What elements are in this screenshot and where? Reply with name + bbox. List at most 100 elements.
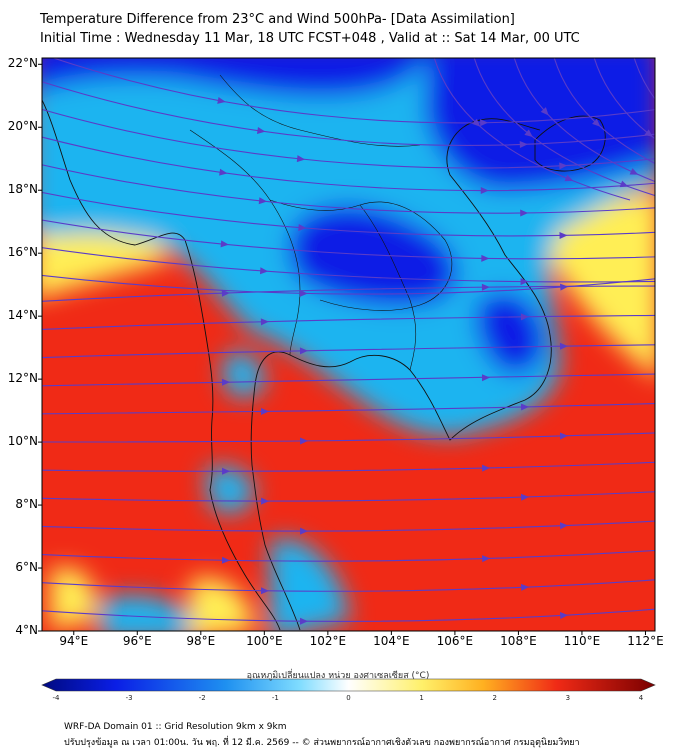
wind-arrow xyxy=(482,555,491,563)
wind-arrow xyxy=(482,645,490,652)
streamline xyxy=(42,136,655,192)
wind-arrow xyxy=(592,118,601,127)
wind-arrow xyxy=(299,289,308,297)
colorbar-tick-label: 3 xyxy=(565,694,571,702)
colorbar-tick-label: -3 xyxy=(125,694,133,702)
wind-arrow xyxy=(564,174,574,182)
streamline xyxy=(42,373,655,387)
wind-arrow xyxy=(219,168,228,176)
streamline xyxy=(473,58,655,196)
streamline xyxy=(593,58,655,140)
colorbar-tick-label: 1 xyxy=(419,694,424,702)
footer-credit: ปรับปรุงข้อมูล ณ เวลา 01:00น. วัน พฤ. ที… xyxy=(64,738,580,748)
streamline xyxy=(42,520,655,532)
wind-arrow xyxy=(260,587,270,595)
wind-arrow xyxy=(260,318,269,326)
colorbar-tick-label: -1 xyxy=(271,694,279,702)
lon-tick-label: 98°E xyxy=(186,634,216,648)
wind-arrow xyxy=(629,168,639,175)
wind-arrow xyxy=(559,342,568,350)
wind-arrow xyxy=(520,493,530,501)
wind-arrow xyxy=(261,497,270,505)
lat-tick-label: 8°N xyxy=(15,497,38,512)
colorbar-title: อุณหภูมิเปลี่ยนแปลง หน่วย องศาเซลเซียส (… xyxy=(246,671,430,681)
wind-arrow xyxy=(481,254,490,262)
streamline xyxy=(42,314,655,331)
colorbar-tick-label: -4 xyxy=(52,694,60,702)
wind-arrow xyxy=(519,141,528,149)
wind-arrow xyxy=(481,464,491,472)
wind-arrow xyxy=(481,374,491,382)
map-title: Temperature Difference from 23°C and Win… xyxy=(40,12,515,27)
wind-arrow xyxy=(220,240,229,248)
wind-arrow xyxy=(540,107,549,116)
lat-tick-label: 4°N xyxy=(15,623,38,637)
plot-frame xyxy=(41,57,656,632)
streamline xyxy=(42,108,655,169)
wind-arrow xyxy=(559,522,569,530)
wind-arrow xyxy=(260,407,270,415)
wind-arrow xyxy=(559,232,568,240)
wind-arrow xyxy=(222,467,231,475)
streamline xyxy=(42,191,655,237)
wind-arrow xyxy=(559,432,569,440)
streamline xyxy=(42,549,655,562)
streamline xyxy=(42,81,655,146)
wind-arrow xyxy=(520,403,530,411)
wind-arrow xyxy=(521,583,530,591)
colorbar-tick-label: 4 xyxy=(638,694,644,702)
wind-arrow xyxy=(221,556,231,564)
lon-tick-label: 108°E xyxy=(500,634,537,648)
streamline xyxy=(42,219,655,260)
temperature-wind-map xyxy=(38,57,672,692)
wind-arrow xyxy=(619,180,629,188)
streamline xyxy=(42,461,655,472)
colorbar-tick-label: 0 xyxy=(346,694,351,702)
wind-streamlines xyxy=(42,58,672,652)
wind-arrow xyxy=(559,612,569,620)
wind-arrow xyxy=(560,283,569,291)
streamline xyxy=(51,58,655,124)
lon-tick-label: 104°E xyxy=(373,634,410,648)
wind-arrow xyxy=(520,313,529,321)
colorbar-tick-label: 2 xyxy=(492,694,497,702)
lon-tick-label: 96°E xyxy=(122,634,152,648)
colorbar-tick-label: -2 xyxy=(198,694,206,702)
lon-tick-label: 100°E xyxy=(246,634,283,648)
colorbar xyxy=(41,678,656,692)
wind-arrow xyxy=(520,278,529,286)
lon-tick-label: 110°E xyxy=(563,634,601,648)
wind-arrow xyxy=(221,289,230,297)
lon-tick-label: 112°E xyxy=(627,634,664,648)
streamline xyxy=(42,402,655,415)
wind-arrow xyxy=(559,162,568,170)
wind-arrow xyxy=(481,283,490,291)
wind-arrow xyxy=(259,267,269,275)
lat-tick-label: 22°N xyxy=(7,56,38,71)
wind-arrow xyxy=(300,527,309,535)
wind-arrow xyxy=(480,119,489,127)
map-subtitle: Initial Time : Wednesday 11 Mar, 18 UTC … xyxy=(40,31,580,46)
wind-arrow xyxy=(480,187,489,195)
wind-arrow xyxy=(299,347,308,355)
lon-tick-label: 106°E xyxy=(436,634,474,648)
streamline xyxy=(553,58,655,164)
streamline xyxy=(42,285,655,302)
wind-arrow xyxy=(520,209,529,217)
coastlines xyxy=(42,74,606,631)
streamline xyxy=(42,608,655,622)
streamline xyxy=(513,58,655,183)
axis-ticks xyxy=(38,63,646,635)
wind-arrow xyxy=(217,96,226,104)
wind-arrow xyxy=(661,107,672,118)
lat-tick-label: 16°N xyxy=(7,245,38,260)
colorbar-gradient xyxy=(41,678,656,692)
streamline xyxy=(42,247,655,283)
wind-arrow xyxy=(256,127,266,134)
wind-arrow xyxy=(472,118,481,127)
streamline xyxy=(433,58,631,201)
lat-tick-label: 20°N xyxy=(7,119,38,134)
wind-arrow xyxy=(299,617,309,625)
wind-arrow xyxy=(644,129,653,138)
streamline xyxy=(42,579,655,592)
